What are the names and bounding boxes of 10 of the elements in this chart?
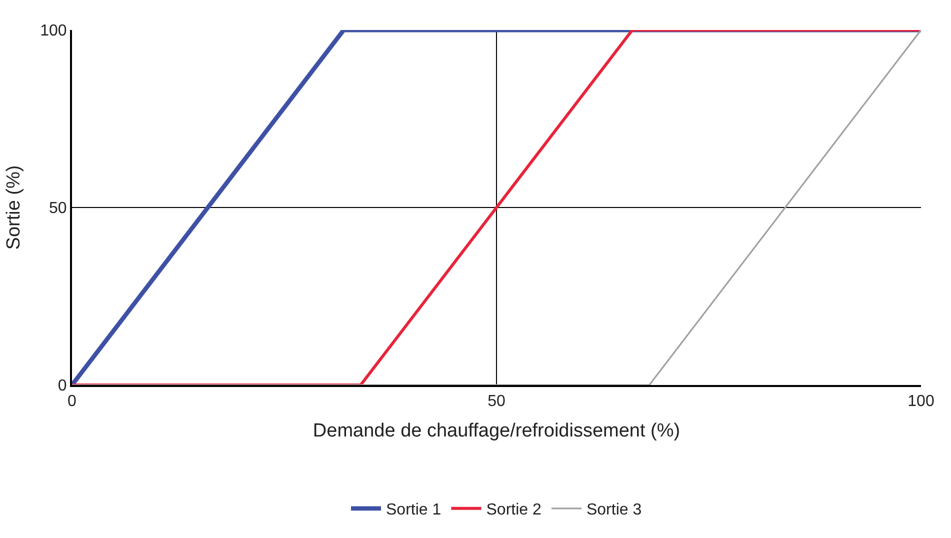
y-tick-label: 0 bbox=[58, 378, 67, 395]
legend-label: Sortie 1 bbox=[386, 502, 442, 519]
x-tick-label: 100 bbox=[908, 393, 934, 410]
legend-label: Sortie 3 bbox=[586, 502, 642, 519]
x-axis-title: Demande de chauffage/refroidissement (%) bbox=[312, 420, 680, 442]
legend-label: Sortie 2 bbox=[486, 502, 542, 519]
y-tick-label: 100 bbox=[40, 22, 67, 40]
y-axis-title: Sortie (%) bbox=[3, 165, 24, 250]
x-tick-label: 50 bbox=[488, 393, 506, 410]
y-tick-label: 50 bbox=[49, 200, 67, 218]
